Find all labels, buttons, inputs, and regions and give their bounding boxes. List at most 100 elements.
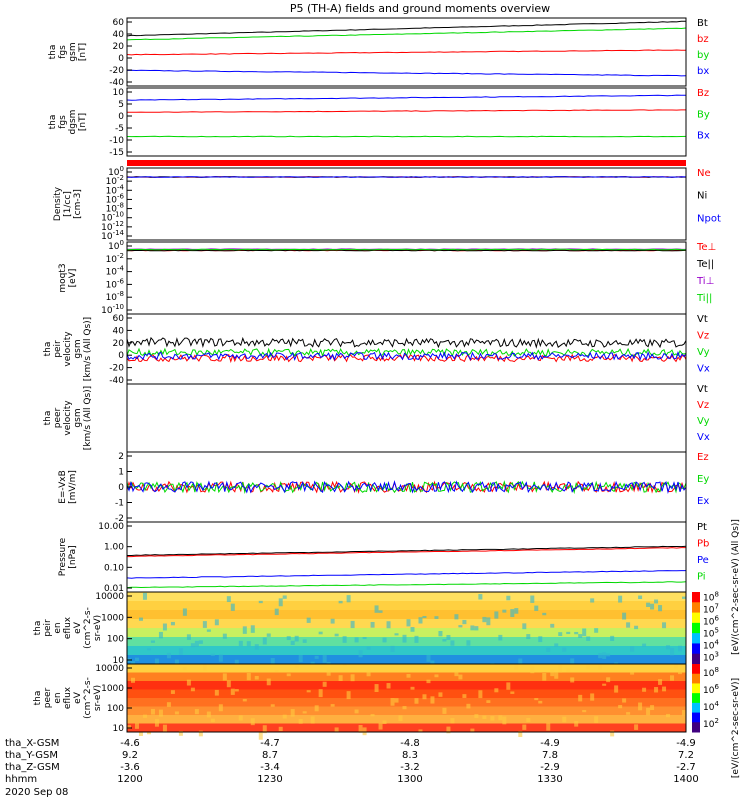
series-line-By [126, 135, 687, 138]
spectrogram-cell [246, 641, 251, 647]
panel-p4: 10010-210-410-610-810-10moqt3[eV]Te⊥Te||… [58, 239, 716, 316]
series-line-Pt [127, 545, 687, 556]
spectrogram-band [127, 655, 686, 665]
x-axis-value: 8.7 [262, 750, 278, 761]
spectrogram-cell [562, 716, 567, 723]
spectrogram-band [127, 681, 686, 690]
spectrogram-cell [274, 608, 279, 616]
spectrogram-cell [590, 693, 595, 701]
y-axis-label-line: (cm^2-s- [83, 677, 93, 719]
legend-Pi: Pi [697, 572, 706, 583]
spectrogram-cell [574, 631, 579, 635]
legend-bz: bz [697, 34, 709, 45]
spectrogram-cell [262, 725, 267, 734]
spectrogram-cell [242, 698, 247, 702]
y-axis-label-line: [1/cc] [63, 191, 73, 217]
spectrogram-cell [174, 659, 179, 666]
spectrogram-cell [138, 731, 143, 736]
y-tick-label: 10 [113, 656, 125, 666]
spectrogram-cell [646, 602, 651, 607]
y-axis-label-line: Pressure [58, 537, 68, 576]
spectrogram-cell [238, 640, 243, 647]
y-axis-label-line: [mV/m] [68, 470, 78, 504]
panel-p8: 10.00 1.00 0.10 0.01 Pressure[nPa] Pt Pb Pe Pi [e… [58, 519, 741, 655]
panel-p5: 60 40 20 0 -20 -40 thapeirvelocitygsm[km/s (Al… [43, 313, 710, 386]
spectrogram-cell [322, 681, 327, 687]
spectrogram-cell [410, 686, 415, 690]
colorbar-segment [692, 592, 700, 603]
spectrogram-cell [338, 675, 343, 681]
spectrogram-cell [382, 720, 387, 725]
spectrogram-cell [482, 616, 487, 623]
spectrogram-cell [230, 603, 235, 611]
spectrogram-cell [246, 672, 251, 681]
spectrogram-cell [662, 686, 667, 692]
y-axis-label-line: gsm [68, 42, 78, 61]
spectrogram-cell [314, 655, 319, 659]
spectrogram-cell [538, 700, 543, 704]
spectrogram-cell [626, 622, 631, 628]
spectrogram-cell [394, 698, 399, 703]
colorbar-segment [692, 622, 700, 634]
series-line-Pe [126, 570, 686, 579]
colorbar-segment [692, 712, 700, 723]
spectrogram-cell [542, 612, 547, 616]
spectrogram-cell [594, 628, 599, 633]
date-label: 2020 Sep 08 [5, 787, 68, 798]
y-axis-label-line: en [53, 692, 63, 703]
spectrogram-cell [378, 723, 383, 730]
y-axis-label: E=-VxB[mV/m] [58, 470, 78, 504]
spectrogram-cell [430, 696, 435, 704]
legend-Ne: Ne [697, 168, 711, 179]
spectrogram-cell [142, 714, 147, 718]
spectrogram-cell [450, 718, 455, 724]
colorbar-segment [692, 702, 700, 714]
spectrogram-cell [266, 678, 271, 686]
spectrogram-cell [354, 709, 359, 714]
spectrogram-cell [286, 636, 291, 641]
spectrogram-cell [202, 664, 207, 671]
y-axis-label: thapeervelocitygsm[km/s (All Qs)] [43, 386, 93, 450]
y-tick-label: 1.00 [104, 543, 124, 553]
y-axis-label-line: tha [48, 45, 58, 60]
spectrogram-cell [534, 605, 539, 611]
y-tick-label: -20 [109, 364, 124, 374]
y-axis-label-line: fgs [58, 115, 68, 129]
spectrogram-cell [250, 718, 255, 726]
spectrogram-cell [574, 721, 579, 727]
spectrogram-cell [522, 724, 527, 730]
spectrogram-cell [414, 698, 419, 704]
spectrogram-cell [302, 711, 307, 714]
spectrogram-cell [362, 727, 367, 736]
y-tick-label: 10000 [95, 664, 124, 674]
spectrogram-cell [598, 665, 603, 670]
y-tick-label: 0.10 [104, 563, 124, 573]
legend-Vt: Vt [697, 314, 708, 325]
spectrogram-band [127, 706, 686, 716]
series-line-Ex [126, 480, 687, 494]
colorbar-segment [692, 693, 700, 704]
spectrogram-cell [678, 670, 683, 675]
spectrogram-cell [558, 665, 563, 673]
y-axis-label: thafgsdgsm[nT] [48, 110, 88, 135]
spectrogram-cell [586, 665, 591, 670]
y-axis-label-line: en [53, 622, 63, 633]
spectrogram-cell [358, 650, 363, 658]
spectrogram-cell [434, 674, 439, 678]
y-tick-label: 1000 [101, 613, 124, 623]
series-line-Bx [126, 94, 686, 101]
legend-Vx: Vx [697, 364, 710, 375]
y-axis-label-line: peir [53, 340, 63, 358]
y-axis-label-line: [nPa] [68, 545, 78, 568]
y-axis-label-line: sr-eV) [93, 615, 103, 641]
y-axis-label: thapeerenefluxeV(cm^2-s-sr-eV) [33, 677, 103, 719]
spectrogram-cell [390, 697, 395, 706]
legend-Te||: Te|| [696, 259, 714, 270]
spectrogram-cell [630, 646, 635, 652]
y-axis-label-line: eV [73, 621, 83, 634]
spectrogram-cell [546, 647, 551, 652]
spectrogram-cell [154, 719, 159, 727]
spectrogram-cell [270, 657, 275, 665]
spectrogram-cell [150, 708, 155, 715]
spectrogram-cell [402, 706, 407, 710]
